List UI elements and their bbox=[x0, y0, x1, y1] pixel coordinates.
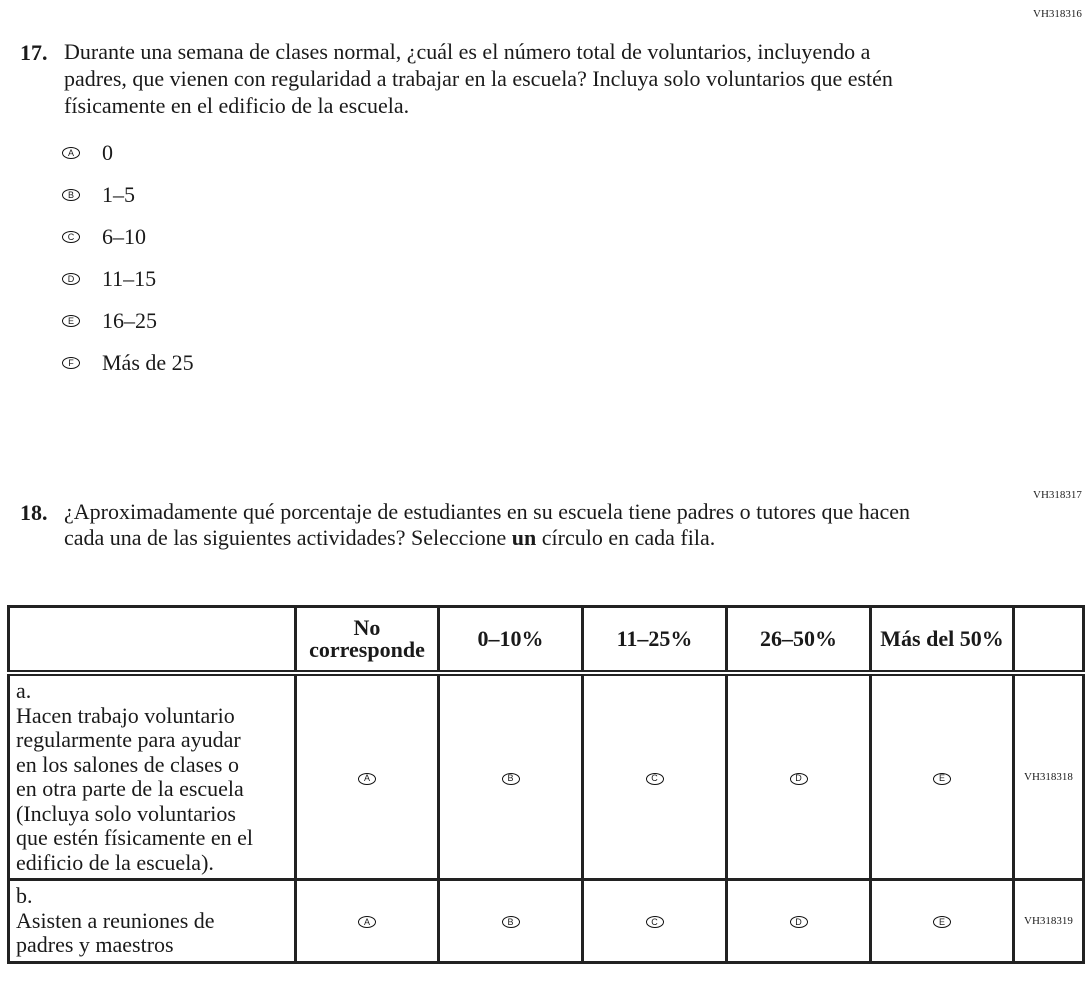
code-header bbox=[1012, 605, 1085, 676]
response-cell[interactable]: A bbox=[294, 878, 440, 964]
row-code: VH318318 bbox=[1012, 671, 1085, 881]
question-number: 17. bbox=[20, 40, 48, 65]
column-header: 0–10% bbox=[437, 605, 584, 676]
column-header: No corresponde bbox=[294, 605, 440, 676]
answer-option[interactable]: B 1–5 bbox=[62, 182, 135, 207]
table-row: b.Asisten a reuniones de padres y maestr… bbox=[7, 878, 1085, 964]
column-header: Más del 50% bbox=[869, 605, 1015, 676]
row-text: Hacen trabajo voluntario regularmente pa… bbox=[16, 702, 254, 875]
answer-option[interactable]: F Más de 25 bbox=[62, 350, 194, 375]
row-text: Asisten a reuniones de padres y maestros bbox=[16, 907, 215, 957]
response-cell[interactable]: E bbox=[869, 671, 1015, 881]
question-code: VH318317 bbox=[1033, 489, 1082, 501]
question-code: VH318316 bbox=[1033, 8, 1082, 20]
row-label: b. bbox=[16, 883, 33, 908]
radio-bubble-icon[interactable]: D bbox=[62, 273, 80, 285]
radio-bubble-icon[interactable]: E bbox=[933, 916, 951, 929]
text-part: ¿Aproximadamente qué porcentaje de estud… bbox=[64, 499, 911, 550]
row-item: a.Hacen trabajo voluntario regularmente … bbox=[7, 671, 297, 881]
column-header: 11–25% bbox=[581, 605, 728, 676]
radio-bubble-icon[interactable]: D bbox=[789, 772, 808, 785]
row-label: a. bbox=[16, 678, 32, 703]
response-cell[interactable]: C bbox=[581, 671, 728, 881]
text-emphasis: un bbox=[511, 525, 537, 550]
question-text: ¿Aproximadamente qué porcentaje de estud… bbox=[64, 499, 954, 551]
question-number: 18. bbox=[20, 500, 48, 525]
table-row: a.Hacen trabajo voluntario regularmente … bbox=[7, 671, 1085, 881]
radio-bubble-icon[interactable]: C bbox=[62, 231, 80, 243]
response-cell[interactable]: B bbox=[437, 671, 584, 881]
response-cell[interactable]: A bbox=[294, 671, 440, 881]
question-text: Durante una semana de clases normal, ¿cu… bbox=[64, 39, 893, 118]
radio-bubble-icon[interactable]: B bbox=[501, 916, 520, 929]
radio-bubble-icon[interactable]: A bbox=[358, 772, 376, 785]
response-cell[interactable]: B bbox=[437, 878, 584, 964]
column-header: 26–50% bbox=[725, 605, 872, 676]
response-cell[interactable]: D bbox=[725, 878, 872, 964]
answer-option[interactable]: E 16–25 bbox=[62, 308, 157, 333]
radio-bubble-icon[interactable]: B bbox=[501, 772, 520, 785]
radio-bubble-icon[interactable]: D bbox=[789, 916, 808, 929]
radio-bubble-icon[interactable]: B bbox=[62, 189, 80, 201]
radio-bubble-icon[interactable]: A bbox=[62, 147, 80, 159]
row-item: b.Asisten a reuniones de padres y maestr… bbox=[7, 878, 297, 964]
option-label: 16–25 bbox=[102, 308, 157, 333]
item-header bbox=[7, 605, 297, 676]
radio-bubble-icon[interactable]: F bbox=[62, 357, 80, 369]
option-label: 6–10 bbox=[102, 224, 146, 249]
answer-option[interactable]: C 6–10 bbox=[62, 224, 146, 249]
option-label: 0 bbox=[102, 140, 113, 165]
response-cell[interactable]: C bbox=[581, 878, 728, 964]
radio-bubble-icon[interactable]: C bbox=[645, 772, 664, 785]
radio-bubble-icon[interactable]: E bbox=[62, 315, 80, 327]
row-code: VH318319 bbox=[1012, 878, 1085, 964]
response-cell[interactable]: D bbox=[725, 671, 872, 881]
option-label: 11–15 bbox=[102, 266, 157, 291]
response-grid: No corresponde 0–10% 11–25% 26–50% Más del 5… bbox=[7, 605, 1085, 964]
radio-bubble-icon[interactable]: C bbox=[645, 916, 664, 929]
radio-bubble-icon[interactable]: A bbox=[358, 916, 376, 929]
answer-option[interactable]: D 11–15 bbox=[62, 266, 157, 291]
radio-bubble-icon[interactable]: E bbox=[933, 772, 951, 785]
option-label: 1–5 bbox=[102, 182, 135, 207]
option-label: Más de 25 bbox=[102, 350, 194, 375]
response-cell[interactable]: E bbox=[869, 878, 1015, 964]
text-part: círculo en cada fila. bbox=[536, 525, 716, 550]
